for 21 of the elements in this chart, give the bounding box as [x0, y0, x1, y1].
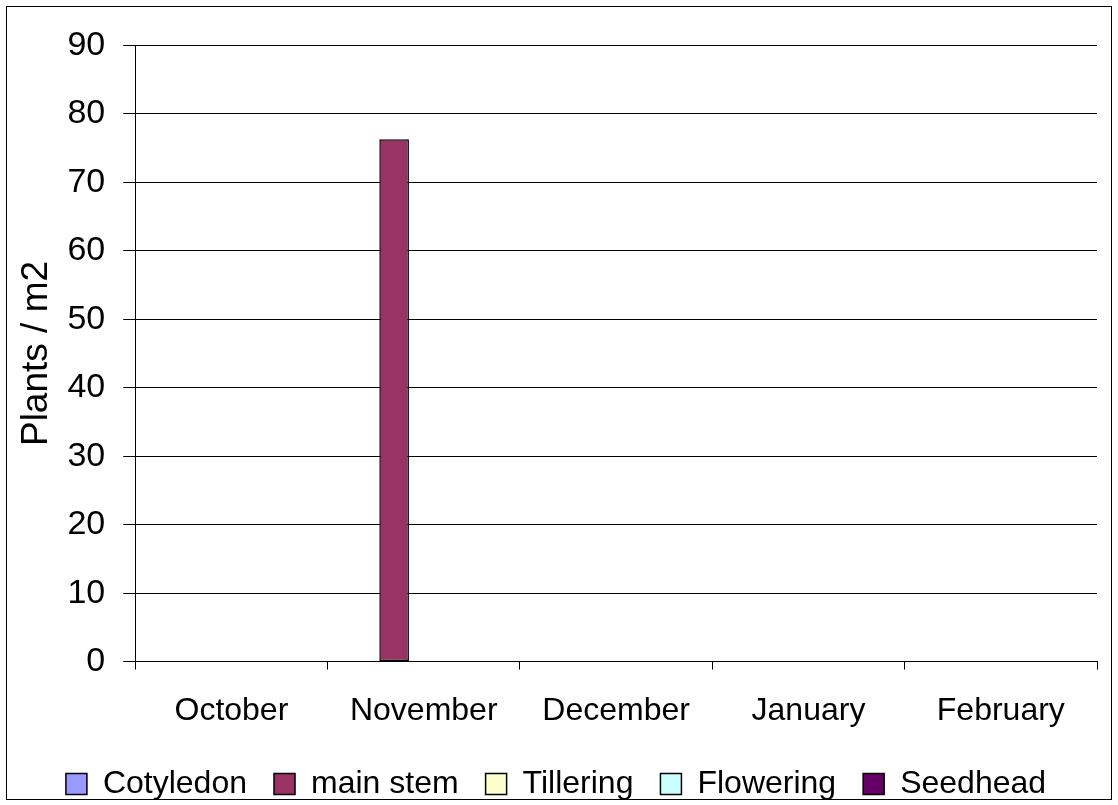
- x-tick-label: February: [936, 690, 1065, 727]
- x-tick-label: October: [174, 690, 289, 727]
- y-tick-label: 90: [67, 23, 106, 62]
- y-tick-label: 20: [67, 503, 106, 542]
- y-tick-label: 50: [67, 297, 106, 336]
- y-tick-label: 0: [86, 639, 106, 678]
- legend-label: main stem: [311, 763, 459, 800]
- y-tick-label: 40: [67, 366, 106, 405]
- y-tick-label: 30: [67, 434, 106, 473]
- y-tick-label: 70: [67, 160, 106, 199]
- y-tick-label: 10: [67, 571, 106, 610]
- legend-label: Tillering: [522, 763, 634, 800]
- y-tick-label: 80: [67, 92, 106, 131]
- x-tick-label: November: [349, 690, 498, 727]
- x-tick-label: January: [751, 690, 866, 727]
- legend-label: Seedhead: [900, 763, 1047, 800]
- legend-label: Cotyledon: [102, 763, 248, 800]
- y-tick-label: 60: [67, 229, 106, 268]
- y-axis-title: Plants / m2: [14, 260, 56, 447]
- legend-label: Flowering: [697, 763, 837, 800]
- x-tick-label: December: [542, 690, 691, 727]
